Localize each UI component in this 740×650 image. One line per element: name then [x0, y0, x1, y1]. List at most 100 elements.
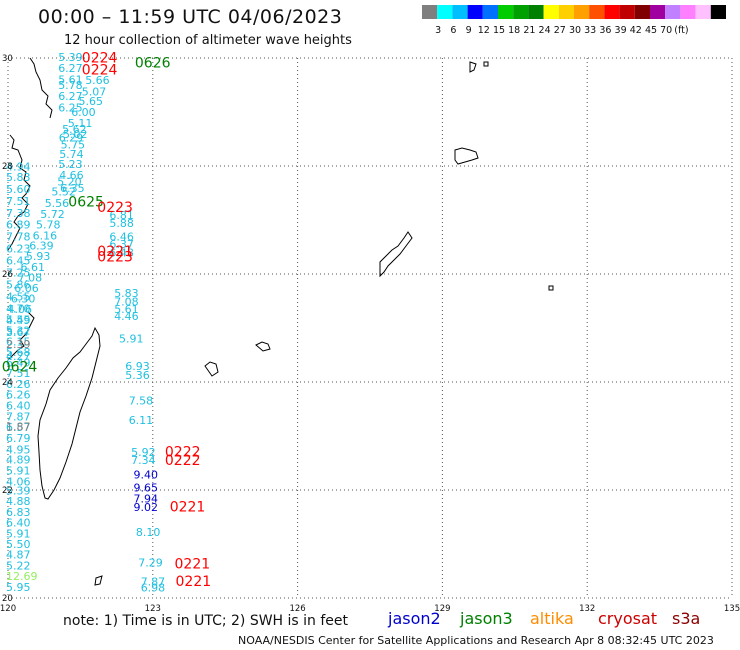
legend-jason3: jason3	[460, 609, 513, 628]
wave-height-value: 4.88	[6, 495, 31, 508]
wave-height-value: 12.69	[6, 570, 38, 583]
wave-height-value: 6.83	[6, 506, 31, 519]
colorbar-swatch	[452, 5, 468, 19]
colorbar-label: 45	[645, 25, 657, 36]
footer-credit: NOAA/NESDIS Center for Satellite Applica…	[238, 634, 714, 647]
wave-height-value: 6.45	[6, 254, 31, 267]
track-time-label: 0222	[165, 453, 201, 469]
wave-height-value: 6.15	[6, 335, 31, 348]
colorbar-swatch	[482, 5, 498, 19]
colorbar-swatch	[437, 5, 453, 19]
wave-height-value: 7.34	[131, 454, 156, 467]
wave-height-value: 6.30	[11, 293, 36, 306]
wave-height-value: 6.46	[109, 231, 133, 244]
track-time-label: 0222	[165, 445, 201, 461]
wave-height-value: 6.39	[29, 240, 54, 253]
legend-altika: altika	[530, 609, 574, 628]
wave-height-value: 6.23	[6, 242, 31, 255]
colorbar-label: 36	[599, 25, 611, 36]
islet-b	[483, 61, 489, 67]
colorbar-label: (ft)	[674, 25, 688, 36]
wave-height-value: 4.06	[6, 476, 31, 489]
legend-s3a: s3a	[672, 609, 701, 628]
wave-height-value: 6.40	[6, 400, 31, 413]
colorbar-swatch	[422, 5, 438, 19]
track-time-label: 0223	[97, 250, 133, 266]
longitude-tick-label: 132	[579, 604, 595, 614]
wave-height-value: 2.39	[6, 338, 31, 351]
wave-height-value: 5.20	[57, 175, 81, 188]
islet-c	[94, 575, 103, 586]
okinawa-coast	[454, 147, 479, 165]
wave-height-value: 6.57	[6, 421, 31, 434]
footer-note: note: 1) Time is in UTC; 2) SWH is in fe…	[63, 613, 349, 629]
color-scale-bar: 3 6 9 12 15 18 21 24 27 30 33 36 39 42 45 70 (ft)	[422, 5, 726, 36]
page-subtitle: 12 hour collection of altimeter wave hei…	[64, 33, 352, 48]
wave-height-value: 7.25	[6, 267, 31, 280]
wave-height-labels: 5.396.275.615.786.276.255.665.075.656.00…	[2, 50, 212, 595]
wave-height-value: 5.56	[45, 197, 69, 210]
wave-height-value: 5.88	[109, 217, 133, 230]
wave-height-value: 5.74	[59, 148, 83, 161]
colorbar-swatch	[528, 5, 544, 19]
wave-height-value: 5.92	[131, 446, 156, 459]
taiwan-coast	[37, 326, 101, 500]
wave-height-value: 5.36	[125, 369, 150, 382]
wave-height-value: 5.55	[6, 314, 31, 327]
wave-height-value: 6.89	[6, 219, 31, 232]
wave-height-value: 5.39	[58, 51, 82, 64]
wave-height-value: 7.51	[6, 195, 31, 208]
colorbar-label: 18	[508, 25, 520, 36]
wave-height-value: 6.61	[21, 261, 46, 274]
colorbar-swatch	[650, 5, 666, 19]
wave-height-value: 5.91	[6, 528, 31, 541]
wave-height-value: 5.91	[6, 464, 31, 477]
wave-height-value: 6.11	[129, 414, 154, 427]
colorbar-label: 24	[539, 25, 551, 36]
amami-coast	[379, 231, 413, 278]
wave-height-value: 4.27	[6, 350, 31, 363]
wave-height-value: 7.51	[6, 367, 31, 380]
colorbar-swatch	[680, 5, 696, 19]
colorbar-label: 33	[584, 25, 596, 36]
colorbar-swatch	[695, 5, 711, 19]
wave-height-value: 5.91	[119, 333, 144, 346]
wave-height-value: 5.11	[68, 117, 93, 130]
track-time-label: 0224	[82, 63, 118, 79]
wave-height-value: 5.02	[63, 128, 88, 141]
map-grid	[7, 57, 733, 599]
wave-height-value: 5.93	[26, 250, 51, 263]
colorbar-swatch	[710, 5, 726, 19]
wave-height-value: 6.79	[6, 432, 31, 445]
axis-tick-labels: 120 123 126 129 132 135 30 28 26 24 22 20	[0, 54, 740, 614]
latitude-tick-label: 20	[2, 594, 13, 604]
track-time-label: 0221	[176, 574, 212, 590]
wave-height-value: 5.78	[58, 79, 82, 92]
latitude-tick-label: 22	[2, 486, 13, 496]
colorbar-swatch	[467, 5, 483, 19]
longitude-tick-label: 120	[0, 604, 16, 614]
zhoushan-coast	[29, 57, 53, 119]
wave-height-value: 6.93	[125, 360, 150, 373]
colorbar-swatch	[513, 5, 529, 19]
wave-height-value: 5.95	[6, 581, 31, 594]
latitude-tick-label: 30	[2, 54, 13, 64]
wave-height-value: 7.38	[6, 207, 31, 220]
wave-height-value: 1.87	[6, 421, 31, 434]
colorbar-label: 3	[435, 25, 441, 36]
wave-height-value: 6.98	[141, 582, 166, 595]
wave-height-value: 3.67	[6, 326, 31, 339]
legend-cryosat: cryosat	[598, 609, 658, 628]
wave-height-value: 4.46	[114, 310, 139, 323]
wave-height-value: 6.81	[109, 209, 133, 222]
latitude-tick-label: 28	[2, 162, 13, 172]
wave-height-value: 6.26	[6, 378, 31, 391]
latitude-tick-label: 24	[2, 378, 13, 388]
wave-height-value: 5.86	[6, 279, 31, 292]
wave-height-value: 6.48	[109, 247, 133, 260]
wave-height-value: 6.40	[6, 517, 31, 530]
colorbar-label: 9	[466, 25, 472, 36]
wave-height-value: 4.49	[6, 314, 31, 327]
fujian-coast	[7, 311, 35, 361]
